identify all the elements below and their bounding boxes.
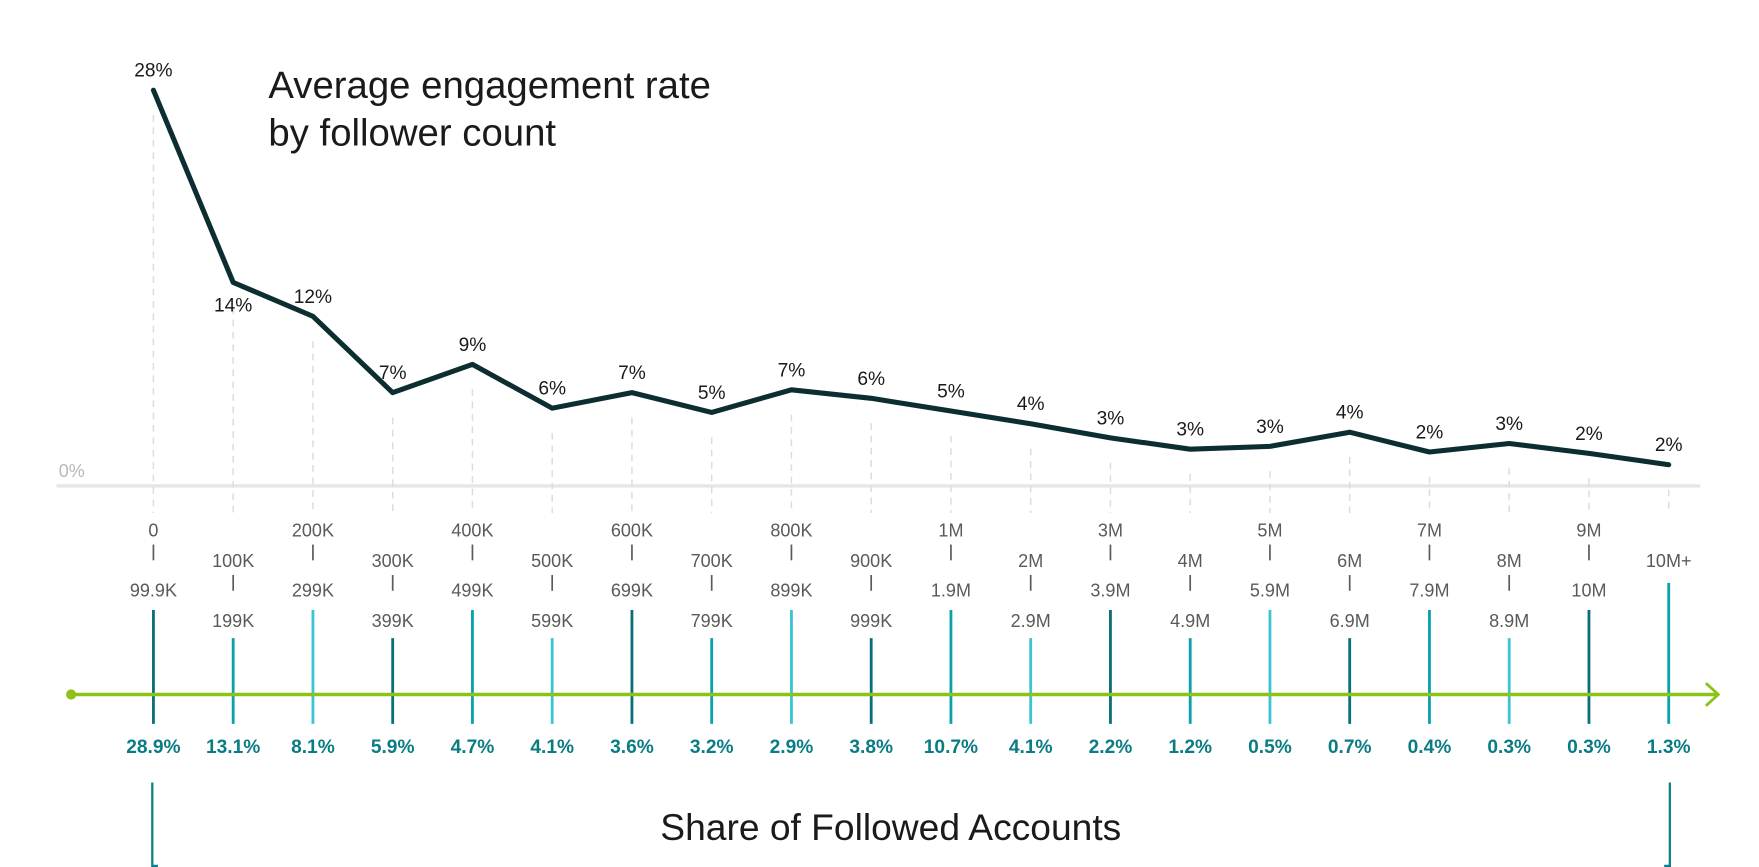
category-to-label: 499K [451,580,493,600]
share-value-label: 3.6% [610,737,654,758]
share-value-label: 5.9% [371,737,415,758]
data-label: 7% [778,360,806,381]
category-to-label: 7.9M [1409,580,1449,600]
data-label: 12% [294,287,332,308]
category-from-label: 100K [212,551,254,571]
data-label: 6% [857,369,885,390]
category-to-label: 8.9M [1489,611,1529,631]
share-value-label: 28.9% [126,737,180,758]
category-from-label: 300K [372,551,414,571]
share-value-label: 0.7% [1328,737,1372,758]
category-from-label: 6M [1337,551,1362,571]
category-from-label: 1M [938,521,963,541]
share-value-label: 1.2% [1168,737,1212,758]
data-label: 3% [1256,417,1284,438]
category-from-label: 800K [770,521,812,541]
data-label: 2% [1416,422,1444,443]
category-from-label: 2M [1018,551,1043,571]
category-from-label: 4M [1178,551,1203,571]
share-value-label: 4.7% [451,737,495,758]
category-from-label: 900K [850,551,892,571]
category-to-label: 599K [531,611,573,631]
data-label: 9% [459,335,487,356]
share-value-label: 8.1% [291,737,335,758]
share-value-label: 2.9% [770,737,814,758]
category-to-label: 399K [372,611,414,631]
arrow-head-icon [1704,682,1721,707]
data-label: 3% [1495,414,1523,435]
category-to-label: 10M [1571,580,1606,600]
data-label: 3% [1097,408,1125,429]
category-to-label: 4.9M [1170,611,1210,631]
data-label: 5% [937,381,965,402]
data-label: 6% [538,379,566,400]
category-to-label: 1.9M [931,580,971,600]
category-from-label: 500K [531,551,573,571]
category-from-label: 5M [1257,521,1282,541]
category-to-label: 2.9M [1011,611,1051,631]
chart-title-line-1: Average engagement rate [268,64,711,107]
share-value-label: 0.3% [1567,737,1611,758]
share-value-label: 2.2% [1089,737,1133,758]
data-label: 4% [1017,394,1045,415]
share-value-label: 13.1% [206,737,260,758]
category-to-label: 199K [212,611,254,631]
data-label: 7% [379,363,407,384]
data-label: 5% [698,383,726,404]
share-value-label: 0.3% [1487,737,1531,758]
category-from-label: 10M+ [1646,551,1692,571]
category-to-label: 999K [850,611,892,631]
category-to-label: 899K [770,580,812,600]
category-to-label: 299K [292,580,334,600]
engagement-line [150,87,1672,468]
category-to-label: 799K [691,611,733,631]
category-from-label: 8M [1497,551,1522,571]
category-from-label: 200K [292,521,334,541]
share-value-label: 10.7% [924,737,978,758]
category-to-label: 3.9M [1090,580,1130,600]
category-from-label: 7M [1417,521,1442,541]
category-to-label: 5.9M [1250,580,1290,600]
share-value-label: 4.1% [530,737,574,758]
share-value-label: 3.8% [849,737,893,758]
share-of-followed-accounts-label: Share of Followed Accounts [660,806,1121,848]
share-value-label: 4.1% [1009,737,1053,758]
category-from-label: 600K [611,521,653,541]
data-label: 4% [1336,403,1364,424]
category-to-label: 99.9K [130,580,177,600]
data-label: 7% [618,363,646,384]
category-from-label: 400K [451,521,493,541]
category-from-label: 9M [1576,521,1601,541]
share-value-label: 3.2% [690,737,734,758]
chart-title-line-2: by follower count [268,111,556,154]
category-to-label: 699K [611,580,653,600]
category-from-label: 3M [1098,521,1123,541]
share-value-label: 0.4% [1408,737,1452,758]
category-from-label: 700K [691,551,733,571]
category-from-label: 0 [148,521,158,541]
data-label: 14% [214,296,252,317]
share-value-label: 0.5% [1248,737,1292,758]
category-to-label: 6.9M [1330,611,1370,631]
data-label: 3% [1176,420,1204,441]
share-value-label: 1.3% [1647,737,1691,758]
data-label: 28% [134,61,172,82]
data-label: 2% [1575,424,1603,445]
data-label: 2% [1655,435,1683,456]
green-axis-start-dot [66,689,77,700]
y-zero-label: 0% [59,461,85,481]
